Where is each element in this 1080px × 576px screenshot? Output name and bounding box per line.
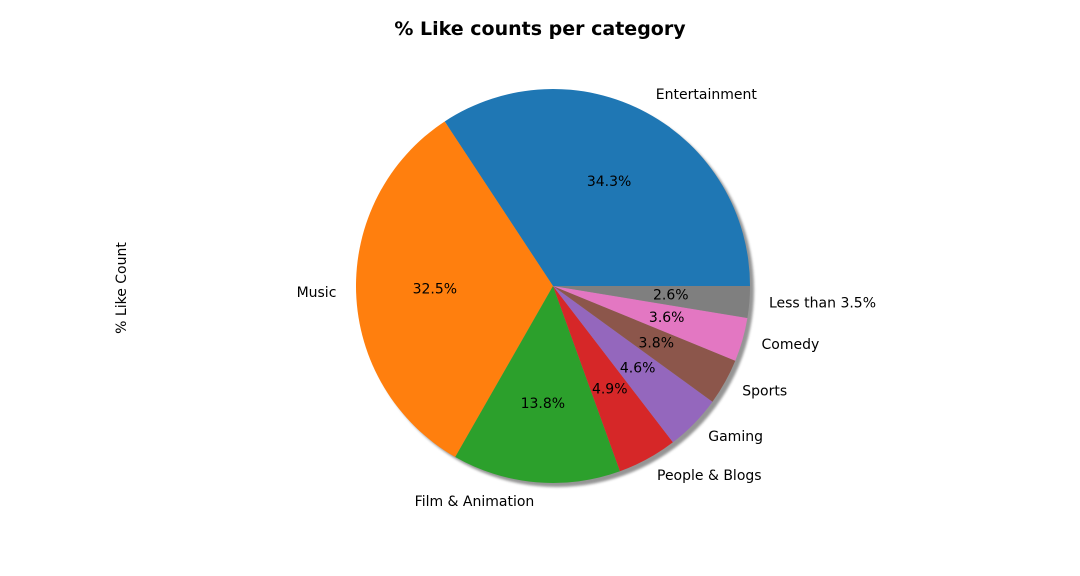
- pie-slice-less-than-3-5: [553, 286, 750, 319]
- pie-slice-gaming: [553, 286, 713, 443]
- pie-category-label-less-than-3-5: Less than 3.5%: [769, 296, 876, 312]
- pie-category-label-people-blogs: People & Blogs: [657, 468, 762, 484]
- pie-value-label: 3.8%: [638, 336, 674, 352]
- pie-slice-film-animation: [455, 286, 620, 483]
- pie-value-label: 13.8%: [521, 396, 565, 412]
- pie-value-label: 32.5%: [413, 282, 457, 298]
- chart-title: % Like counts per category: [394, 18, 686, 40]
- pie-slice-people-blogs: [553, 286, 673, 472]
- pie-category-label-music: Music: [297, 285, 337, 301]
- pie-category-label-film-animation: Film & Animation: [415, 494, 535, 510]
- pie-category-label-comedy: Comedy: [761, 337, 819, 353]
- pie-value-label: 2.6%: [653, 288, 689, 304]
- pie-category-label-entertainment: Entertainment: [656, 87, 758, 103]
- pie-slice-sports: [553, 286, 736, 402]
- pie-labels: 34.3% Entertainment 32.5% Music 13.8% Film & …: [297, 87, 876, 510]
- pie-value-label: 3.6%: [649, 310, 685, 326]
- pie-category-label-sports: Sports: [742, 383, 787, 399]
- pie-value-label: 4.6%: [620, 360, 656, 376]
- pie-value-label: 34.3%: [587, 174, 631, 190]
- pie-value-label: 4.9%: [592, 382, 628, 398]
- pie-slices: [356, 89, 750, 483]
- pie-slice-entertainment: [444, 89, 750, 286]
- pie-slice-comedy: [553, 286, 748, 361]
- pie-slice-music: [356, 121, 553, 458]
- pie-category-label-gaming: Gaming: [708, 429, 763, 445]
